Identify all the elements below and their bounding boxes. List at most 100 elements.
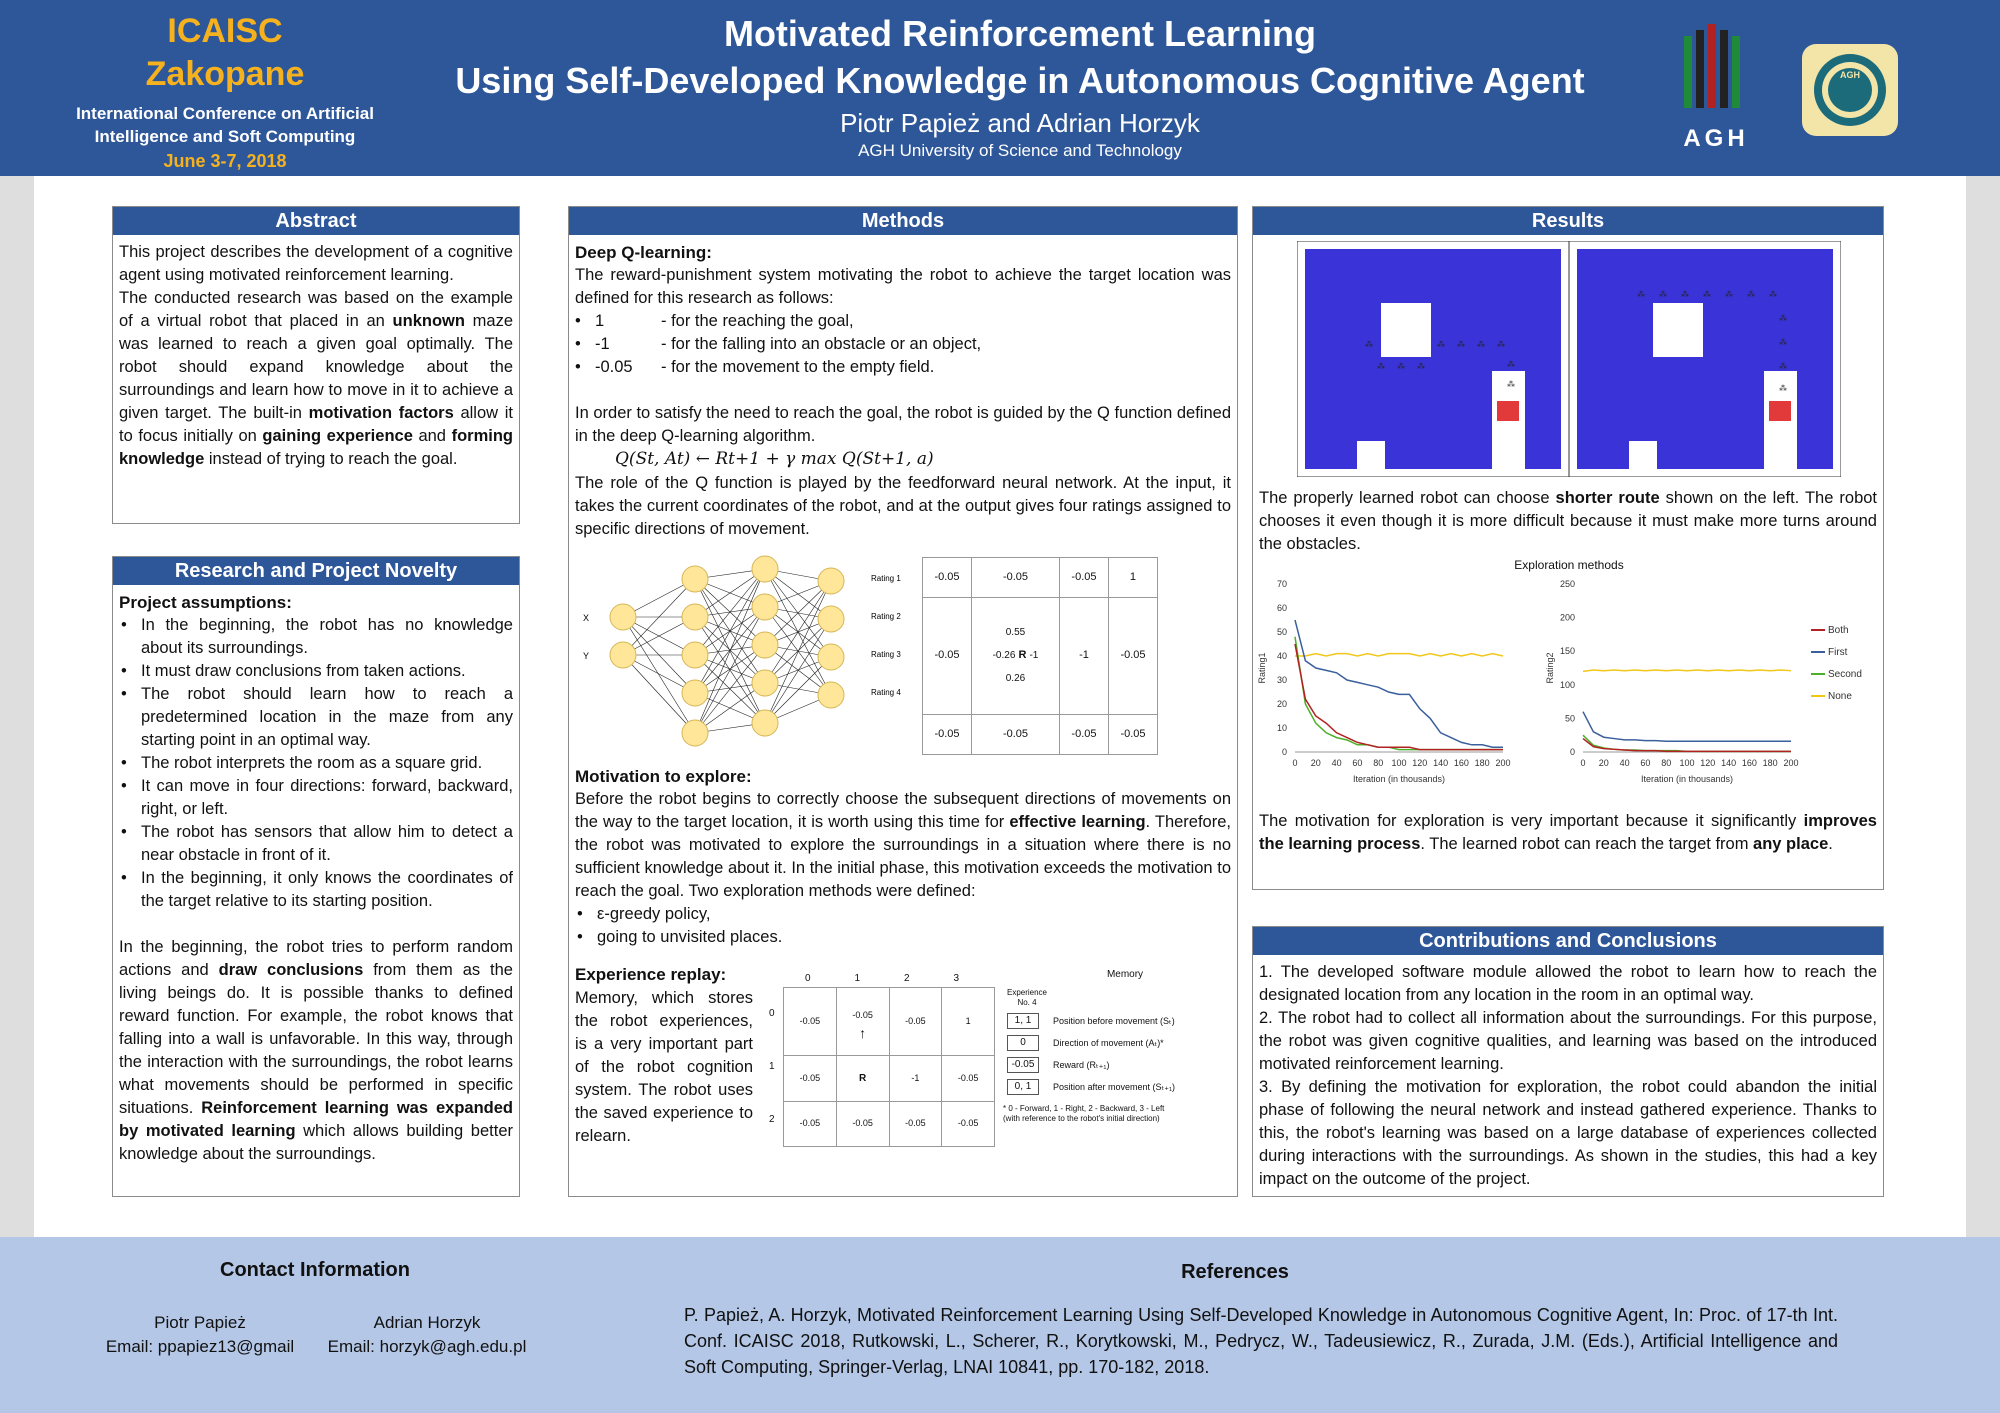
q-left-value: -0.26 [992, 650, 1016, 662]
nn-edge [764, 618, 832, 684]
x-tick-label: 0 [1580, 758, 1585, 768]
q-value-grid: -0.05 -0.05 -0.05 1 -0.05 0.55 -0.26 R -… [921, 556, 1159, 756]
memory-row: 1, 1 Position before movement (Sₜ) [1007, 1010, 1227, 1032]
y-axis-label: Rating2 [1545, 652, 1555, 683]
grid-cell: -0.05 [1107, 597, 1159, 715]
nn-node [681, 679, 709, 707]
robot-marker: R [1018, 649, 1027, 662]
references-heading: References [1181, 1261, 1289, 1283]
legend-label: Both [1828, 625, 1849, 636]
exploration-charts: Exploration methods 0 10 20 30 40 50 60 70 0 20 40… [1253, 558, 1883, 808]
y-tick-label: 50 [1277, 627, 1287, 637]
nn-node [681, 565, 709, 593]
abstract-body: This project describes the development o… [113, 235, 519, 471]
methods-body: Deep Q-learning: The reward-punishment s… [569, 235, 1237, 1169]
memory-title: Memory [1106, 969, 1144, 980]
x-tick-label: 120 [1412, 758, 1427, 768]
poster-title-line1: Motivated Reinforcement Learning [723, 13, 1317, 54]
y-tick-label: 40 [1277, 651, 1287, 661]
y-tick-label: 10 [1277, 723, 1287, 733]
experience-label: Experience No. 4 [1006, 988, 1048, 1007]
memory-rows: 1, 1 Position before movement (Sₜ) 0 Direc… [1003, 1010, 1227, 1098]
er-col-label: 3 [953, 973, 960, 984]
nn-node [609, 603, 637, 631]
svg-text:⁂: ⁂ [1437, 339, 1445, 349]
memory-row: 0, 1 Position after movement (Sₜ₊₁) [1007, 1076, 1227, 1098]
novelty-heading: Research and Project Novelty [113, 557, 519, 585]
list-item: The robot interprets the room as a squar… [119, 752, 513, 775]
memory-footnote: * 0 - Forward, 1 - Right, 2 - Backward, … [1003, 1104, 1165, 1123]
y-tick-label: 50 [1565, 713, 1575, 723]
memory-box: Memory Experience No. 4 1, 1 Position bef… [1003, 963, 1227, 1124]
poster-header: ICAISC Zakopane International Conference… [0, 0, 2000, 176]
nn-node [681, 603, 709, 631]
x-tick-label: 40 [1620, 758, 1630, 768]
grid-cell-robot: 0.55 -0.26 R -1 0.26 [971, 597, 1060, 715]
grid-cell: -0.05 [888, 986, 943, 1057]
nn-edge [622, 654, 696, 694]
series-line-first [1294, 619, 1503, 748]
nn-edge [694, 568, 766, 734]
x-tick-label: 20 [1599, 758, 1609, 768]
svg-text:⁂: ⁂ [1779, 337, 1787, 347]
abstract-heading: Abstract [113, 207, 519, 235]
contact-email: Email: ppapiez13@gmail [105, 1337, 295, 1356]
agh-logo-text: AGH [1683, 125, 1748, 152]
list-item: In the beginning, it only knows the coor… [119, 867, 513, 913]
novelty-body: Project assumptions: In the beginning, t… [113, 585, 519, 1166]
grid-cell: -0.05 [783, 986, 837, 1057]
series-line-none [1295, 652, 1504, 657]
contact-papiez: Piotr Papież Email: ppapiez13@gmail [90, 1311, 310, 1359]
grid-cell: -0.05 [1058, 713, 1109, 756]
grid-cell: 1 [1107, 556, 1159, 599]
nn-node [751, 593, 779, 621]
er-col-label: 2 [903, 973, 910, 984]
grid-cell: -1 [888, 1055, 943, 1102]
abstract-paragraph-1: This project describes the development o… [119, 243, 513, 284]
conference-date: June 3-7, 2018 [163, 151, 287, 171]
nn-edge [694, 682, 766, 734]
nn-edge [622, 578, 696, 656]
nn-node [817, 567, 845, 595]
abstract-panel: Abstract This project describes the deve… [112, 206, 520, 524]
y-tick-label: 100 [1560, 680, 1575, 690]
svg-text:⁂: ⁂ [1725, 289, 1733, 299]
x-tick-label: 100 [1391, 758, 1406, 768]
conference-name: ICAISC [167, 12, 283, 50]
svg-text:⁂: ⁂ [1779, 313, 1787, 323]
nn-edge [694, 568, 766, 618]
grid-cell: -0.05 [783, 1100, 837, 1148]
experience-replay-grid: -0.05 -0.05 ↑ -0.05 1 -0.05 R -1 -0.05 -0… [783, 986, 995, 1148]
grid-cell: -0.05 [783, 1055, 837, 1102]
novelty-panel: Research and Project Novelty Project ass… [112, 556, 520, 1197]
q-up-value: 0.55 [1005, 627, 1026, 639]
nn-node [751, 555, 779, 583]
svg-text:⁂: ⁂ [1779, 383, 1787, 393]
conclusion-item: 3. By defining the motivation for explor… [1259, 1078, 1877, 1188]
series-line-both [1582, 737, 1791, 753]
nn-edge [764, 580, 832, 724]
x-axis-label: Iteration (in thousands) [1353, 774, 1445, 784]
nn-output-1: Rating 1 [871, 574, 901, 583]
nn-edge [622, 578, 696, 618]
grid-cell: -0.05 [921, 556, 973, 599]
nn-node [681, 719, 709, 747]
x-tick-label: 160 [1742, 758, 1757, 768]
list-item: going to unvisited places. [575, 926, 1231, 949]
reward-item: • -0.05- for the movement to the empty fi… [575, 358, 935, 376]
nn-edge [694, 568, 766, 656]
contact-name: Piotr Papież [154, 1313, 246, 1332]
nn-edge [764, 656, 832, 724]
results-paragraph-1: The properly learned robot can choose sh… [1259, 489, 1878, 553]
neural-network-diagram: X Y Rating 1 Rating 2 Rating 3 Rating 4 [583, 555, 901, 747]
grid-cell: -0.05 [921, 713, 973, 756]
agh-emblem: AGH [1802, 44, 1898, 136]
y-tick-label: 30 [1277, 675, 1287, 685]
nn-node [681, 641, 709, 669]
nn-edge [694, 606, 766, 694]
contact-name: Adrian Horzyk [373, 1313, 481, 1332]
svg-text:⁂: ⁂ [1637, 289, 1645, 299]
x-tick-label: 80 [1373, 758, 1383, 768]
nn-edge [622, 616, 696, 656]
conclusions-body: 1. The developed software module allowed… [1253, 955, 1883, 1191]
